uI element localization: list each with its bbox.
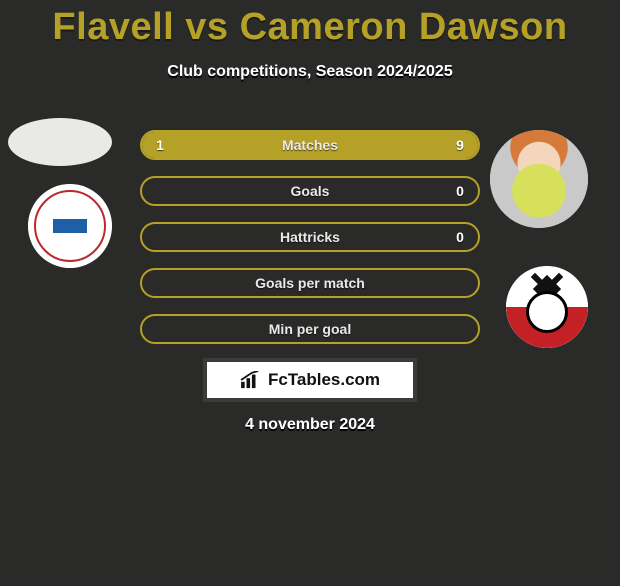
stat-row: Goals per match	[140, 268, 480, 298]
right-player-avatar	[490, 130, 588, 228]
brand-label: FcTables.com	[268, 370, 380, 390]
player-face-icon	[490, 130, 588, 228]
right-club-badge	[506, 266, 588, 348]
stat-label: Min per goal	[178, 321, 442, 337]
stat-row: Hattricks0	[140, 222, 480, 252]
barchart-icon	[240, 371, 262, 389]
page-title: Flavell vs Cameron Dawson	[0, 6, 620, 49]
subtitle: Club competitions, Season 2024/2025	[0, 63, 620, 81]
stat-row: Min per goal	[140, 314, 480, 344]
rotherham-badge-icon	[506, 266, 588, 348]
stat-label: Matches	[178, 137, 442, 153]
stat-value-left: 1	[142, 137, 178, 153]
barnsley-badge-icon	[28, 184, 112, 268]
stat-value-right: 9	[442, 137, 478, 153]
stat-value-right: 0	[442, 229, 478, 245]
brand-badge: FcTables.com	[203, 358, 417, 402]
stat-row: 1Matches9	[140, 130, 480, 160]
stat-value-right: 0	[442, 183, 478, 199]
stat-label: Hattricks	[178, 229, 442, 245]
left-club-badge	[28, 184, 112, 268]
date-label: 4 november 2024	[0, 416, 620, 434]
stat-label: Goals	[178, 183, 442, 199]
stat-row: Goals0	[140, 176, 480, 206]
stat-label: Goals per match	[178, 275, 442, 291]
left-player-avatar	[8, 118, 112, 166]
stats-table: 1Matches9Goals0Hattricks0Goals per match…	[140, 130, 480, 360]
